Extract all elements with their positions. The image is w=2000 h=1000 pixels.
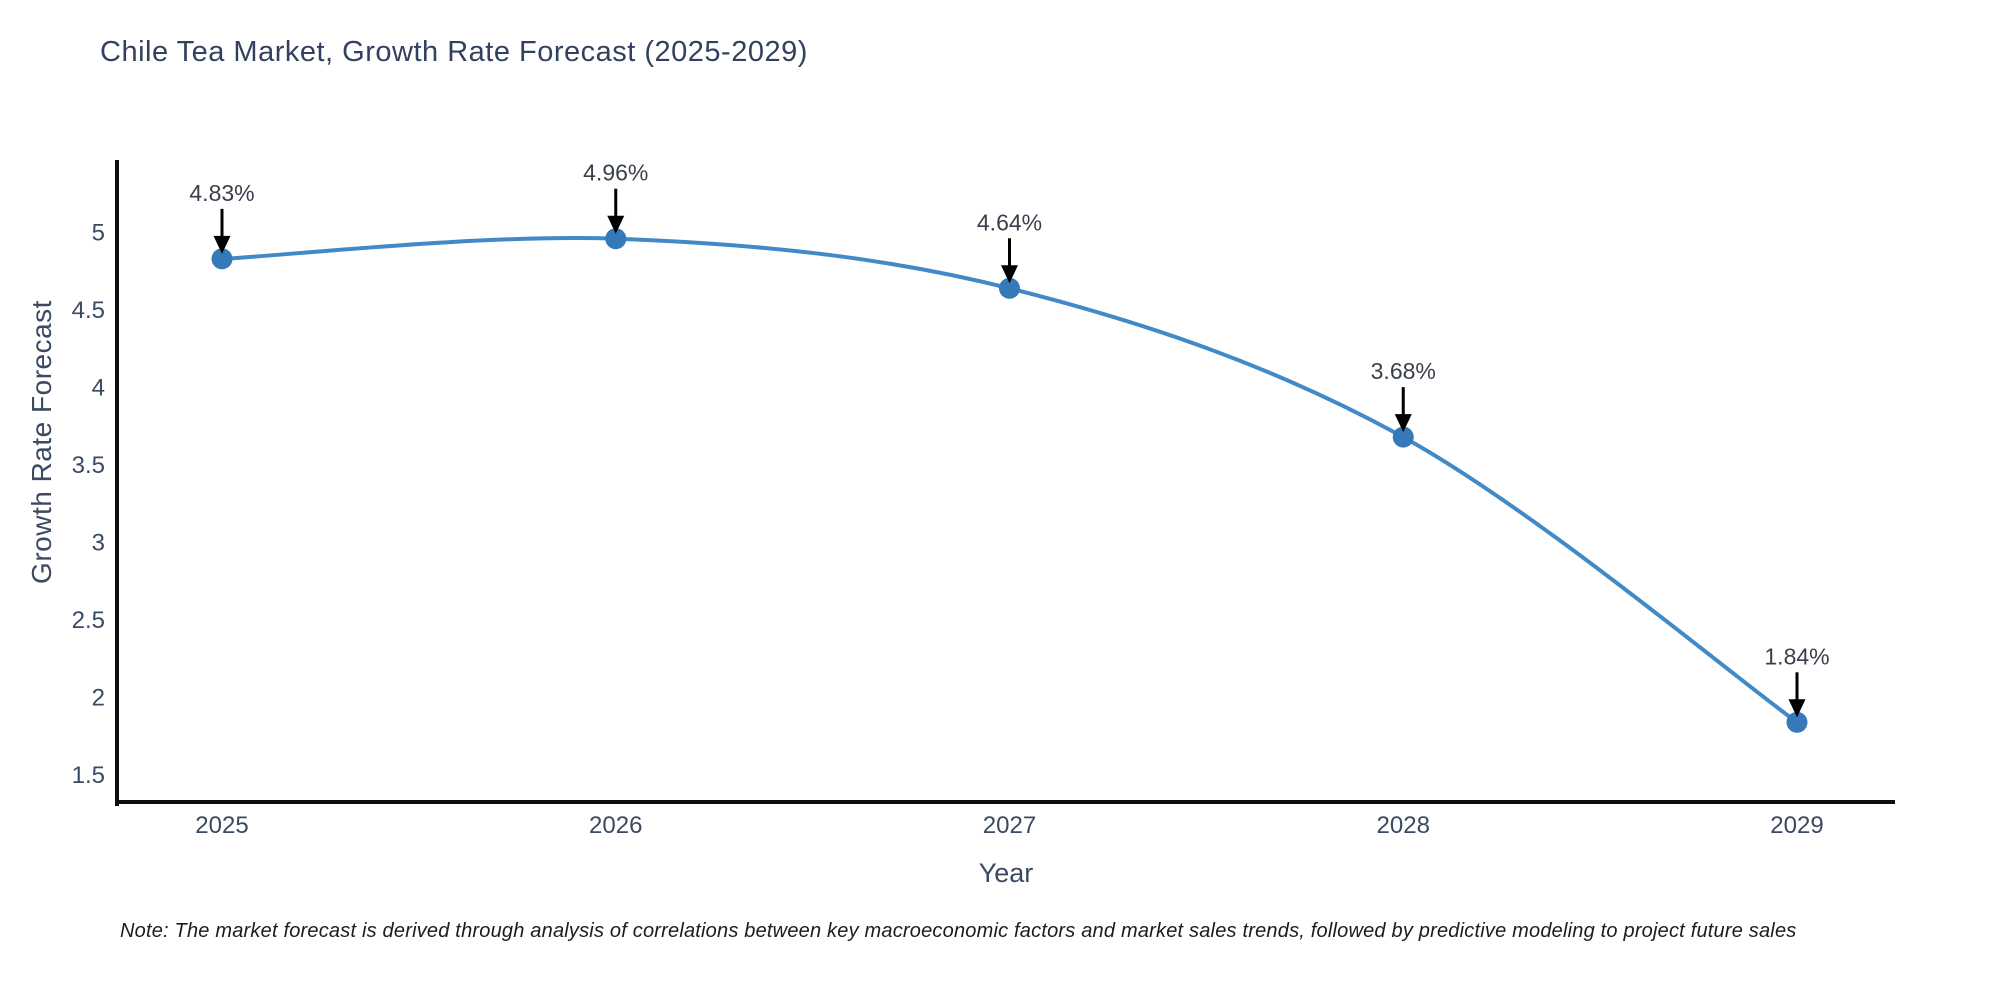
data-point-value-label: 4.64% (977, 209, 1042, 235)
data-point-value-label: 1.84% (1764, 643, 1829, 669)
annotation-arrowhead-icon (213, 235, 231, 254)
data-point-value-label: 4.83% (189, 180, 254, 206)
data-point-marker (211, 248, 233, 270)
annotation-arrowhead-icon (607, 215, 625, 234)
annotation-arrowhead-icon (1001, 265, 1018, 284)
y-tick-label: 3 (92, 530, 105, 557)
data-point-marker (999, 277, 1020, 299)
data-point-marker (605, 228, 627, 250)
data-point-value-label: 3.68% (1371, 358, 1436, 384)
x-tick-label: 2029 (1770, 812, 1823, 839)
data-point-marker (1392, 426, 1414, 448)
y-tick-label: 5 (92, 220, 105, 247)
x-tick-label: 2025 (195, 812, 248, 839)
y-tick-label: 2 (92, 685, 105, 712)
chart-title: Chile Tea Market, Growth Rate Forecast (… (100, 36, 808, 68)
x-axis-spine (115, 800, 1895, 804)
y-tick-label: 2.5 (72, 607, 105, 634)
data-point-value-label: 4.96% (583, 160, 648, 186)
data-point-marker (1786, 711, 1808, 733)
annotation-arrowhead-icon (1394, 414, 1412, 433)
y-tick-label: 4 (92, 375, 105, 402)
y-axis-spine (115, 160, 119, 806)
y-tick-label: 4.5 (72, 297, 105, 324)
annotation-arrowhead-icon (1788, 699, 1806, 718)
y-tick-label: 1.5 (72, 762, 105, 789)
x-tick-label: 2026 (589, 812, 642, 839)
chart-footnote: Note: The market forecast is derived thr… (120, 920, 1797, 942)
x-tick-label: 2027 (983, 812, 1036, 839)
forecast-line-series (220, 235, 1799, 725)
x-tick-label: 2028 (1377, 812, 1430, 839)
x-axis-title: Year (978, 858, 1034, 888)
y-tick-label: 3.5 (72, 452, 105, 479)
